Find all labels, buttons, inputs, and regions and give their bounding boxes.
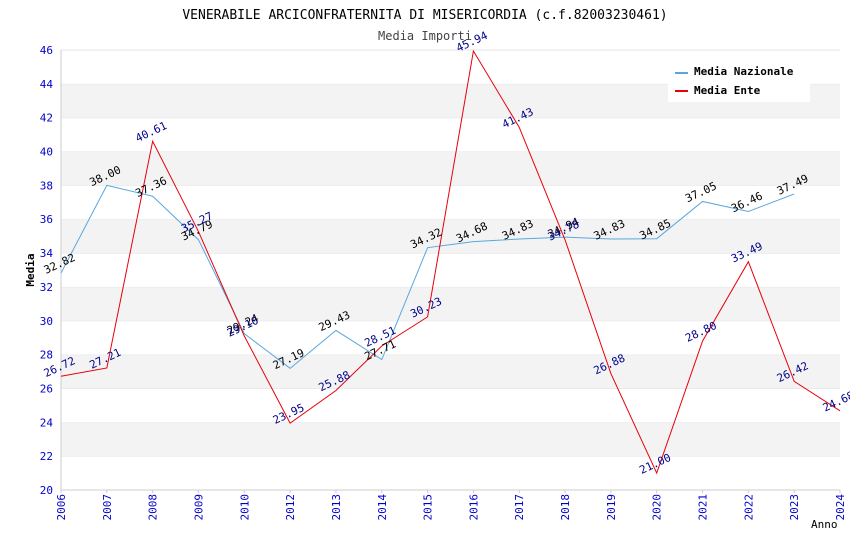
y-tick-label: 22 bbox=[40, 450, 53, 463]
grid-bands bbox=[61, 49, 840, 490]
y-tick-label: 24 bbox=[40, 416, 54, 429]
x-tick-label: 2007 bbox=[101, 494, 114, 521]
grid-band bbox=[61, 286, 840, 321]
legend-label-media-ente: Media Ente bbox=[694, 84, 761, 97]
x-tick-label: 2013 bbox=[330, 494, 343, 521]
x-tick-label: 2021 bbox=[697, 494, 710, 521]
legend: Media Nazionale Media Ente bbox=[668, 60, 810, 102]
x-axis-label: Anno bbox=[811, 518, 838, 531]
x-axis-ticks: 2006 2007 2008 2009 2010 2012 2013 2014 2015 2016… bbox=[55, 490, 847, 521]
series-line-media-nazionale bbox=[60, 184, 795, 369]
y-tick-label: 30 bbox=[40, 315, 53, 328]
grid-band bbox=[61, 388, 840, 423]
x-tick-label: 2016 bbox=[467, 494, 480, 521]
x-tick-label: 2015 bbox=[422, 494, 435, 521]
legend-background bbox=[668, 60, 810, 102]
x-tick-label: 2020 bbox=[651, 494, 664, 521]
grid-band bbox=[61, 219, 840, 254]
chart-subtitle: Media Importi bbox=[378, 29, 472, 43]
x-tick-label: 2022 bbox=[742, 494, 755, 521]
grid-band bbox=[61, 151, 840, 186]
y-tick-label: 38 bbox=[40, 179, 53, 192]
x-tick-label: 2017 bbox=[513, 494, 526, 521]
x-tick-label: 2012 bbox=[284, 494, 297, 521]
y-tick-label: 26 bbox=[40, 382, 53, 395]
grid-band bbox=[61, 185, 840, 220]
grid-band bbox=[61, 320, 840, 355]
y-tick-label: 44 bbox=[40, 78, 54, 91]
y-tick-label: 40 bbox=[40, 146, 53, 159]
y-tick-label: 36 bbox=[40, 213, 53, 226]
grid-band bbox=[61, 354, 840, 389]
x-tick-label: 2023 bbox=[788, 494, 801, 521]
y-axis-ticks: 20 22 24 26 28 30 32 34 36 38 40 42 44 46 bbox=[40, 44, 54, 497]
legend-label-media-nazionale: Media Nazionale bbox=[694, 65, 794, 78]
y-tick-label: 28 bbox=[40, 349, 53, 362]
series-lines bbox=[60, 49, 841, 475]
x-tick-label: 2018 bbox=[559, 494, 572, 521]
y-tick-label: 34 bbox=[40, 247, 54, 260]
y-tick-label: 42 bbox=[40, 112, 53, 125]
x-tick-label: 2019 bbox=[605, 494, 618, 521]
y-tick-label: 32 bbox=[40, 281, 53, 294]
x-tick-label: 2014 bbox=[376, 494, 389, 521]
x-tick-label: 2006 bbox=[55, 494, 68, 521]
y-axis-label: Media bbox=[24, 253, 37, 286]
grid-band bbox=[61, 253, 840, 287]
y-tick-label: 46 bbox=[40, 44, 53, 57]
y-tick-label: 20 bbox=[40, 484, 53, 497]
x-tick-label: 2024 bbox=[834, 494, 847, 521]
x-tick-label: 2009 bbox=[192, 494, 205, 521]
grid-band bbox=[61, 456, 840, 490]
x-tick-label: 2008 bbox=[147, 494, 160, 521]
series-line-media-ente bbox=[60, 49, 841, 475]
chart-title: VENERABILE ARCICONFRATERNITA DI MISERICO… bbox=[182, 8, 667, 23]
x-tick-label: 2010 bbox=[238, 494, 251, 521]
grid-band bbox=[61, 422, 840, 457]
grid-band bbox=[61, 117, 840, 152]
